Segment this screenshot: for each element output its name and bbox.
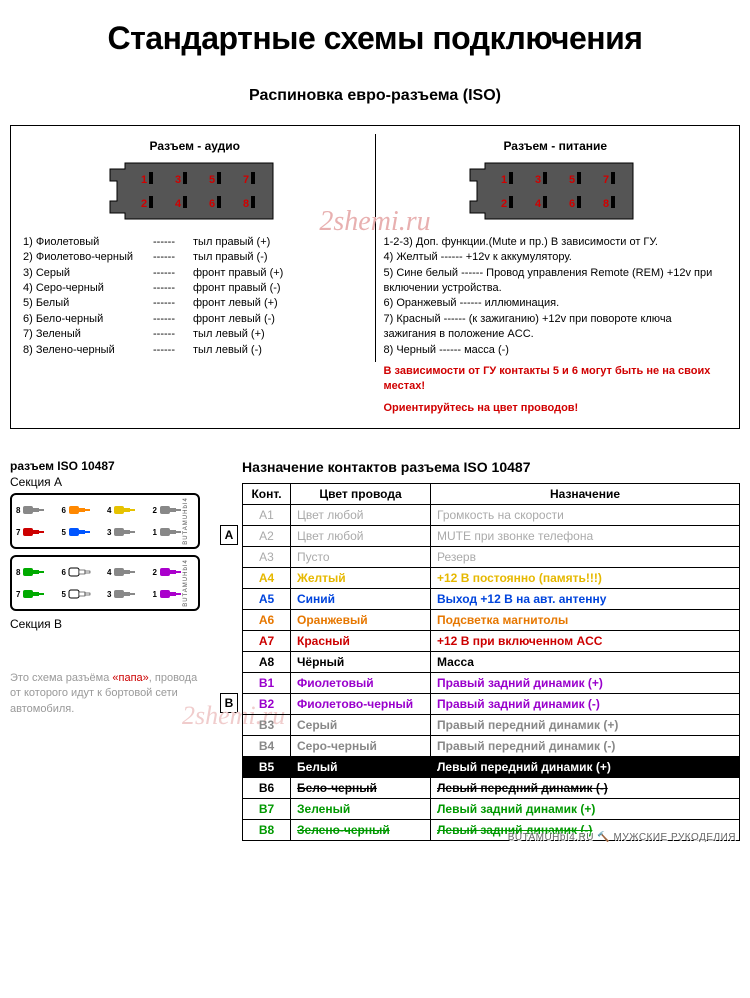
iso-pinout-box: 2shemi.ru Разъем - аудио 13572468 1) Фио… bbox=[10, 125, 740, 429]
iso10487-title: разъем ISO 10487 bbox=[10, 459, 230, 473]
side-tag-a: А bbox=[220, 525, 238, 545]
table-row: A7 Красный +12 В при включенном ACC bbox=[243, 631, 740, 652]
footnote: Это схема разъёма «папа», провода от кот… bbox=[10, 671, 210, 717]
table-header: Конт. bbox=[243, 484, 291, 505]
svg-text:1: 1 bbox=[501, 174, 507, 186]
audio-pin-row: 6) Бело-черный------фронт левый (-) bbox=[23, 312, 367, 327]
svg-text:4: 4 bbox=[175, 198, 182, 210]
table-row: B5 Белый Левый передний динамик (+) bbox=[243, 757, 740, 778]
side-text-a: BUTAMUHbI4 bbox=[183, 497, 189, 545]
pin-cell: 6 bbox=[62, 501, 104, 519]
iso10487-section: разъем ISO 10487 Секция А BUTAMUHbI4 864… bbox=[10, 459, 740, 841]
audio-pin-row: 5) Белый------фронт левый (+) bbox=[23, 296, 367, 311]
table-row: B2 Фиолетово-черный Правый задний динами… bbox=[243, 694, 740, 715]
pin-cell: 7 bbox=[16, 523, 58, 541]
pin-cell: 7 bbox=[16, 585, 58, 603]
power-label: Разъем - питание bbox=[384, 138, 728, 155]
audio-pin-row: 4) Серо-черный------фронт правый (-) bbox=[23, 281, 367, 296]
table-header: Цвет провода bbox=[291, 484, 431, 505]
power-half: Разъем - питание 1 3 5 7 2 4 6 8 1-2-3) Доп. фу… bbox=[376, 134, 736, 420]
audio-pin-row: 3) Серый------фронт правый (+) bbox=[23, 266, 367, 281]
table-title: Назначение контактов разъема ISO 10487 bbox=[242, 459, 740, 475]
svg-text:6: 6 bbox=[209, 198, 215, 210]
section-a-label: Секция А bbox=[10, 475, 230, 489]
audio-pin-row: 2) Фиолетово-черный------тыл правый (-) bbox=[23, 250, 367, 265]
table-row: A8 Чёрный Масса bbox=[243, 652, 740, 673]
svg-text:3: 3 bbox=[175, 174, 181, 186]
svg-text:7: 7 bbox=[603, 174, 609, 186]
audio-pin-row: 1) Фиолетовый------тыл правый (+) bbox=[23, 235, 367, 250]
table-row: B4 Серо-черный Правый передний динамик (… bbox=[243, 736, 740, 757]
svg-text:5: 5 bbox=[569, 174, 575, 186]
power-pin-row: 6) Оранжевый ------ иллюминация. bbox=[384, 296, 728, 311]
svg-text:2: 2 bbox=[501, 198, 507, 210]
svg-text:7: 7 bbox=[243, 174, 249, 186]
power-warning-2: Ориентируйтесь на цвет проводов! bbox=[384, 401, 728, 416]
pin-cell: 4 bbox=[107, 563, 149, 581]
table-row: A3 Пусто Резерв bbox=[243, 547, 740, 568]
svg-text:2: 2 bbox=[141, 198, 147, 210]
power-warning-1: В зависимости от ГУ контакты 5 и 6 могут… bbox=[384, 364, 728, 395]
power-pin-row: 8) Черный ------ масса (-) bbox=[384, 343, 728, 358]
power-pin-list: 1-2-3) Доп. функции.(Mute и пр.) В завис… bbox=[384, 235, 728, 358]
credit: BUTAMUHbI4.RU 🔨 МУЖСКИЕ РУКОДЕЛИЯ bbox=[508, 832, 736, 843]
pin-cell: 6 bbox=[62, 563, 104, 581]
table-row: A2 Цвет любой MUTE при звонке телефона bbox=[243, 526, 740, 547]
power-pin-row: 1-2-3) Доп. функции.(Mute и пр.) В завис… bbox=[384, 235, 728, 250]
power-pin-row: 5) Сине белый ------ Провод управления R… bbox=[384, 266, 728, 297]
svg-text:1: 1 bbox=[141, 174, 147, 186]
pin-cell: 3 bbox=[107, 523, 149, 541]
pinout-table: Конт.Цвет проводаНазначение A1 Цвет любо… bbox=[242, 483, 740, 841]
power-pin-row: 4) Желтый ------ +12v к аккумулятору. bbox=[384, 250, 728, 265]
pinout-table-col: Назначение контактов разъема ISO 10487 А… bbox=[242, 459, 740, 841]
table-row: A5 Синий Выход +12 В на авт. антенну bbox=[243, 589, 740, 610]
svg-text:4: 4 bbox=[535, 198, 542, 210]
side-tag-b: В bbox=[220, 693, 238, 713]
section-b-label: Секция В bbox=[10, 617, 230, 631]
table-header: Назначение bbox=[431, 484, 740, 505]
pin-cell: 5 bbox=[62, 523, 104, 541]
table-row: A6 Оранжевый Подсветка магнитолы bbox=[243, 610, 740, 631]
table-row: B7 Зеленый Левый задний динамик (+) bbox=[243, 799, 740, 820]
svg-text:3: 3 bbox=[535, 174, 541, 186]
pin-cell: 4 bbox=[107, 501, 149, 519]
audio-half: Разъем - аудио 1 3 5 7 2 4 6 8 1) Фиолетовый---… bbox=[15, 134, 376, 362]
audio-pin-row: 7) Зеленый------тыл левый (+) bbox=[23, 327, 367, 342]
svg-text:6: 6 bbox=[569, 198, 575, 210]
pin-cell: 3 bbox=[107, 585, 149, 603]
pin-cell: 8 bbox=[16, 501, 58, 519]
pin-cell: 8 bbox=[16, 563, 58, 581]
iso-title: Распиновка евро-разъема (ISO) bbox=[10, 87, 740, 105]
audio-connector: 1 3 5 7 2 4 6 8 bbox=[105, 161, 285, 221]
svg-text:5: 5 bbox=[209, 174, 215, 186]
table-row: B1 Фиолетовый Правый задний динамик (+) bbox=[243, 673, 740, 694]
power-connector: 1 3 5 7 2 4 6 8 bbox=[465, 161, 645, 221]
table-row: B6 Бело-черный Левый передний динамик (-… bbox=[243, 778, 740, 799]
connector-b: BUTAMUHbI4 86427531 bbox=[10, 555, 200, 611]
table-row: B3 Серый Правый передний динамик (+) bbox=[243, 715, 740, 736]
page-title: Стандартные схемы подключения bbox=[10, 20, 740, 57]
svg-text:8: 8 bbox=[243, 198, 249, 210]
connector-a: BUTAMUHbI4 86427531 bbox=[10, 493, 200, 549]
table-row: A1 Цвет любой Громкость на скорости bbox=[243, 505, 740, 526]
audio-pin-row: 8) Зелено-черный------тыл левый (-) bbox=[23, 343, 367, 358]
audio-label: Разъем - аудио bbox=[23, 138, 367, 155]
connector-diagram-col: разъем ISO 10487 Секция А BUTAMUHbI4 864… bbox=[10, 459, 230, 717]
svg-text:8: 8 bbox=[603, 198, 609, 210]
audio-pin-list: 1) Фиолетовый------тыл правый (+)2) Фиол… bbox=[23, 235, 367, 358]
table-row: A4 Желтый +12 В постоянно (память!!!) bbox=[243, 568, 740, 589]
pin-cell: 5 bbox=[62, 585, 104, 603]
side-text-b: BUTAMUHbI4 bbox=[183, 559, 189, 607]
power-pin-row: 7) Красный ------ (к зажиганию) +12v при… bbox=[384, 312, 728, 343]
